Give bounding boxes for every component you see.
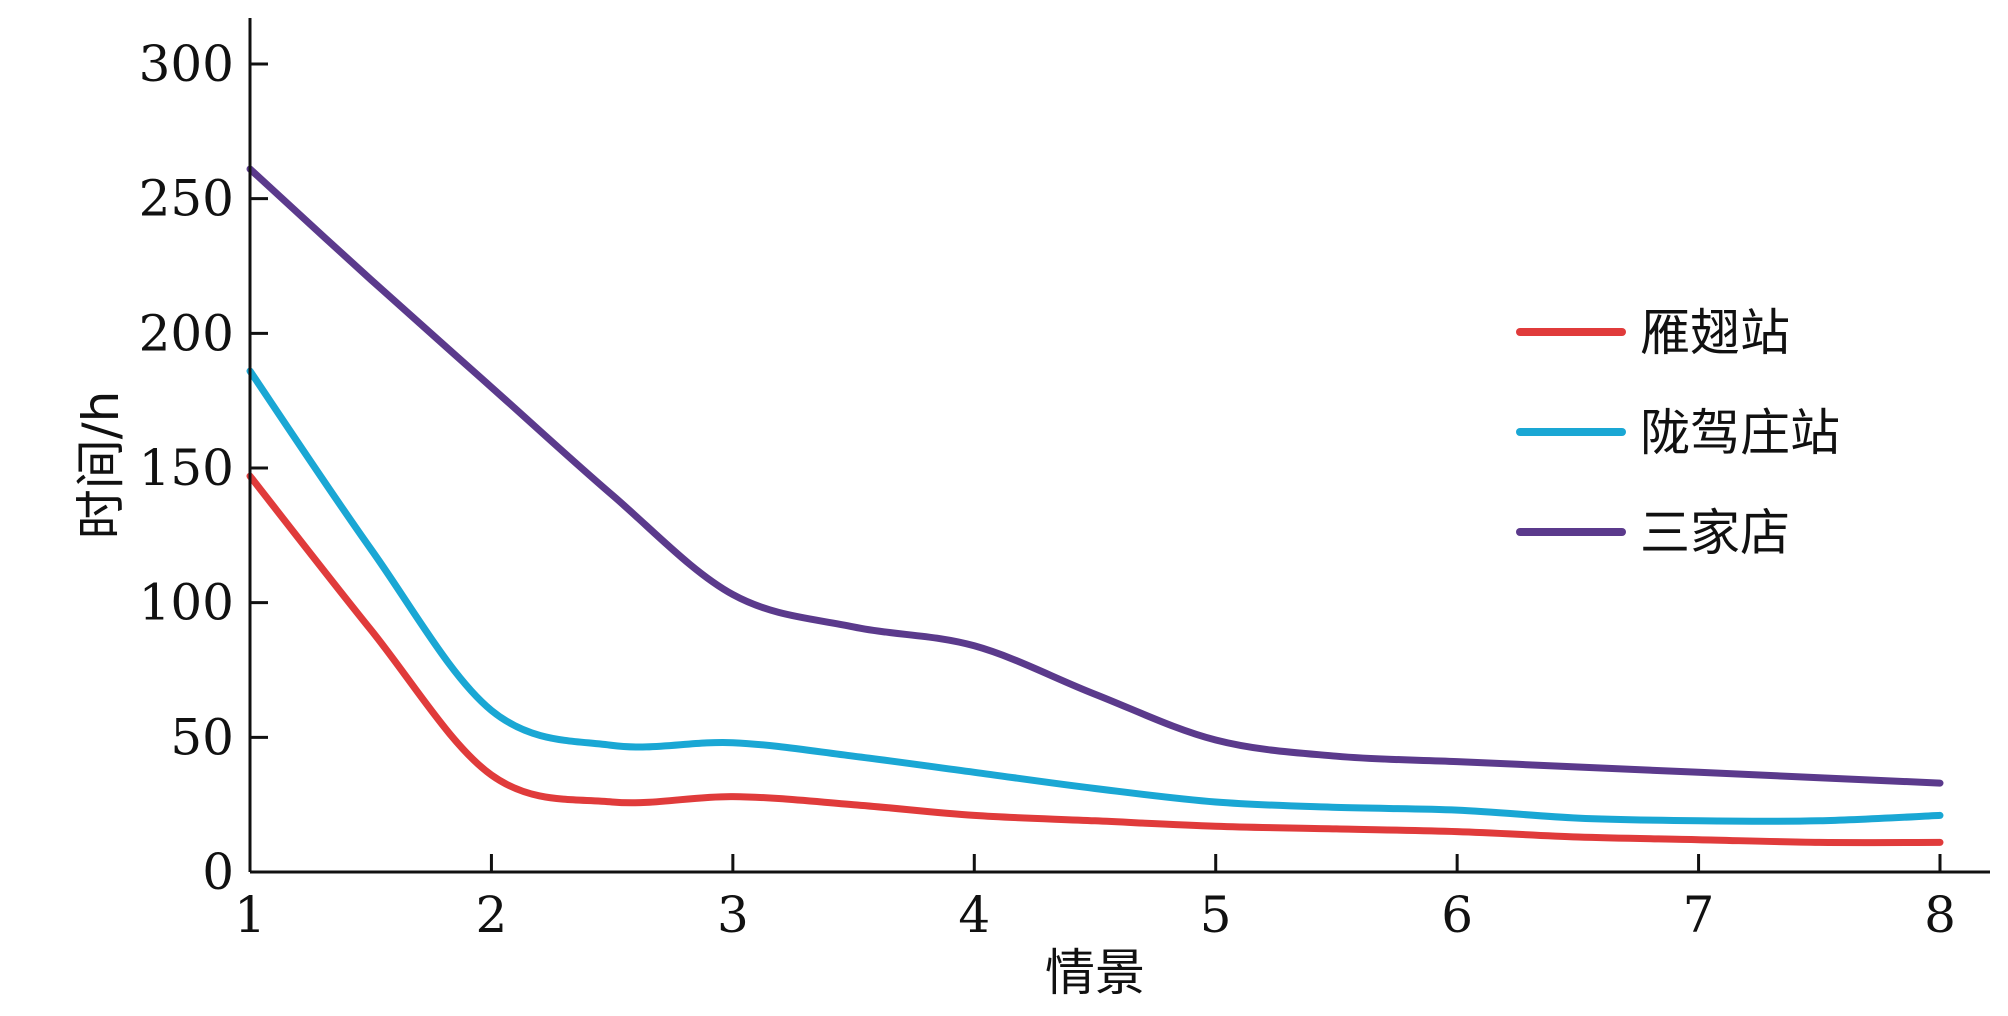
y-tick-label: 50 — [170, 708, 234, 766]
y-tick-label: 300 — [139, 35, 234, 93]
y-axis-ticks: 0 50 100 150 200 250 300 — [139, 35, 268, 901]
x-tick-label: 3 — [717, 886, 749, 944]
x-tick-label: 7 — [1683, 886, 1715, 944]
series-line-1 — [246, 472, 1944, 847]
x-axis-title: 情景 — [1045, 944, 1145, 1002]
legend-label: 雁翅站 — [1640, 304, 1790, 362]
series-line-2 — [246, 367, 1944, 825]
legend-label: 陇驾庄站 — [1640, 404, 1840, 462]
x-tick-label: 1 — [234, 886, 266, 944]
y-tick-label: 200 — [139, 304, 234, 362]
y-axis-title: 时间/h — [72, 391, 130, 540]
x-tick-label: 6 — [1441, 886, 1473, 944]
x-tick-label: 4 — [958, 886, 990, 944]
legend-label: 三家店 — [1640, 504, 1790, 562]
x-tick-label: 5 — [1200, 886, 1232, 944]
series-lines — [246, 165, 1944, 847]
x-tick-label: 2 — [476, 886, 508, 944]
y-tick-label: 150 — [139, 439, 234, 497]
x-tick-label: 8 — [1924, 886, 1956, 944]
y-tick-label: 0 — [202, 843, 234, 901]
y-tick-label: 250 — [139, 170, 234, 228]
y-tick-label: 100 — [139, 574, 234, 632]
series-line-3 — [246, 165, 1944, 787]
x-axis-ticks: 1 2 3 4 5 6 7 8 — [234, 854, 1956, 944]
